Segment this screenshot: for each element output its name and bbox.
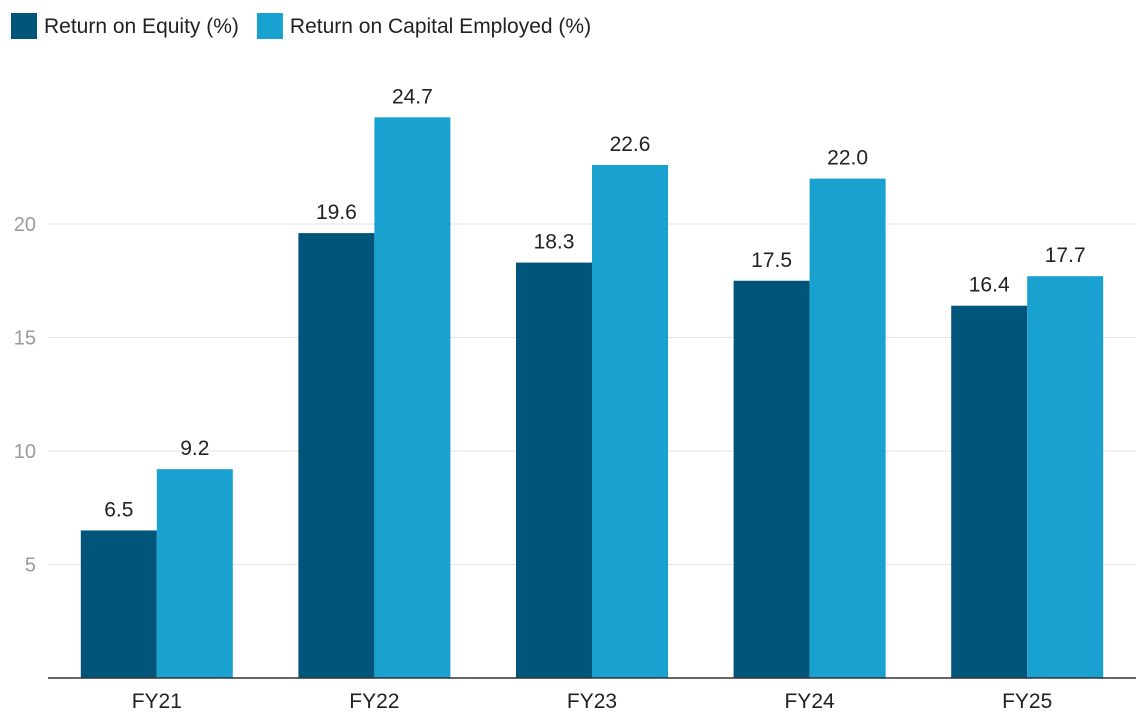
bar-roe-fy25 [951, 305, 1028, 678]
legend-label: Return on Equity (%) [44, 15, 239, 38]
x-axis-ticks: FY21 FY22 FY23 FY24 FY25 [132, 690, 1053, 713]
legend-label: Return on Capital Employed (%) [290, 15, 591, 38]
data-label: 18.3 [534, 231, 575, 254]
x-tick-label: FY21 [132, 690, 182, 713]
x-tick-label: FY22 [349, 690, 399, 713]
bar-roe-fy24 [733, 280, 810, 678]
data-label: 22.6 [610, 133, 651, 156]
y-axis-ticks: 5 10 15 20 [14, 214, 36, 577]
data-label: 24.7 [392, 85, 433, 108]
bar-roce-fy23 [592, 164, 668, 679]
legend-swatch [256, 13, 283, 39]
data-label: 16.4 [969, 274, 1010, 297]
bar-roe-fy23 [516, 262, 592, 678]
data-label: 6.5 [104, 498, 133, 521]
bar-roce-fy24 [809, 178, 886, 678]
bars [80, 117, 1104, 679]
legend: Return on Equity (%) Return on Capital Em… [11, 13, 591, 39]
data-label: 22.0 [827, 147, 868, 170]
data-labels: 6.5 9.2 19.6 24.7 18.3 22.6 17.5 22.0 16.4 17.7 [104, 85, 1085, 521]
y-tick-label: 5 [25, 555, 36, 577]
data-label: 9.2 [180, 437, 209, 460]
data-label: 17.5 [751, 249, 792, 272]
y-tick-label: 15 [14, 328, 36, 350]
x-tick-label: FY25 [1002, 690, 1052, 713]
legend-item: Return on Equity (%) [11, 13, 239, 39]
y-tick-label: 10 [14, 441, 36, 463]
legend-swatch [11, 13, 37, 39]
legend-item: Return on Capital Employed (%) [256, 13, 591, 39]
y-tick-label: 20 [14, 214, 36, 236]
x-tick-label: FY23 [567, 690, 617, 713]
bar-roce-fy22 [374, 117, 451, 678]
x-tick-label: FY24 [784, 690, 835, 713]
bar-roe-fy22 [298, 233, 375, 678]
data-label: 17.7 [1045, 244, 1086, 267]
bar-roce-fy25 [1027, 276, 1104, 678]
bar-roe-fy21 [80, 530, 157, 678]
data-label: 19.6 [316, 201, 357, 224]
bar-roce-fy21 [156, 469, 233, 678]
